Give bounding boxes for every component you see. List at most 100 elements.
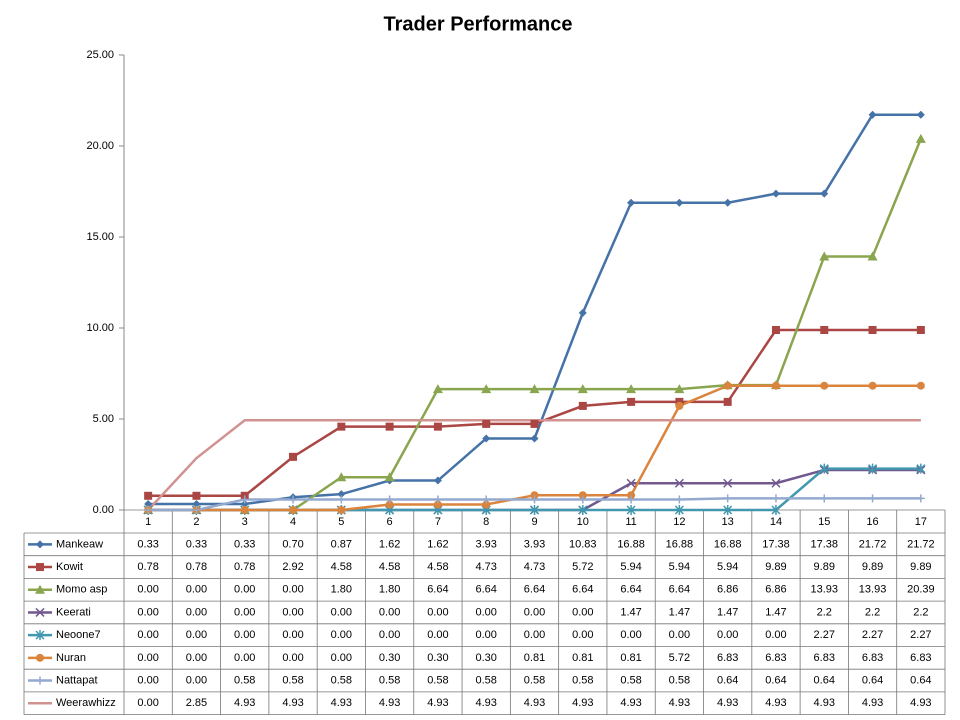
- marker: [771, 478, 781, 488]
- marker: [674, 384, 685, 394]
- marker: [915, 133, 926, 143]
- table-cell: 1.62: [427, 538, 448, 550]
- marker: [626, 478, 636, 488]
- table-cell: 0.70: [282, 538, 303, 550]
- table-cell: 0.58: [524, 674, 545, 686]
- marker: [337, 495, 346, 504]
- table-cell: 6.83: [717, 652, 738, 664]
- marker: [578, 505, 588, 515]
- table-cell: 0.00: [137, 584, 158, 596]
- marker: [771, 381, 780, 390]
- marker: [289, 506, 298, 514]
- table-cell: 0.00: [282, 629, 303, 641]
- table-cell: 0.64: [765, 674, 786, 686]
- table-cell: 0.58: [331, 674, 352, 686]
- table-cell: 0.30: [427, 652, 448, 664]
- legend-marker: [36, 540, 44, 549]
- legend-label: Keerati: [56, 606, 91, 618]
- table-cell: 17.38: [810, 538, 838, 550]
- marker: [674, 478, 684, 488]
- marker: [530, 495, 539, 504]
- table-cell: 0.00: [475, 606, 496, 618]
- table-cell: 6.64: [620, 584, 641, 596]
- legend-marker: [36, 653, 44, 662]
- table-cell: 0.87: [331, 538, 352, 550]
- marker: [723, 198, 732, 207]
- marker: [868, 463, 878, 474]
- series-line: [148, 328, 921, 498]
- table-cell: 0.58: [234, 674, 255, 686]
- marker: [577, 384, 588, 394]
- marker: [916, 463, 926, 474]
- marker: [723, 505, 733, 515]
- table-cell: 10.83: [569, 538, 597, 550]
- marker: [240, 495, 249, 504]
- table-cell: 4.93: [331, 697, 352, 709]
- marker: [819, 463, 829, 474]
- table-cell: 0.00: [524, 606, 545, 618]
- table-cell: 6.64: [475, 584, 496, 596]
- table-cell: 0.58: [282, 674, 303, 686]
- table-cell: 0.00: [282, 584, 303, 596]
- table-cell: 0.64: [814, 674, 835, 686]
- marker: [820, 494, 829, 503]
- table-cell: 2.92: [282, 561, 303, 573]
- table-cell: 6.64: [669, 584, 690, 596]
- table-cell: 0.00: [137, 652, 158, 664]
- table-cell: 4.93: [572, 697, 593, 709]
- table-cell: 1.47: [765, 606, 786, 618]
- table-cell: 0.58: [475, 674, 496, 686]
- table-cell: 21.72: [907, 538, 935, 550]
- marker: [144, 506, 153, 514]
- series-line: [148, 468, 921, 512]
- marker: [820, 381, 829, 390]
- table-cell: 0.00: [137, 674, 158, 686]
- marker: [627, 491, 636, 500]
- marker: [771, 189, 780, 198]
- table-cell: 0.00: [331, 606, 352, 618]
- marker: [868, 381, 877, 390]
- table-cell: 1.47: [717, 606, 738, 618]
- table-cell: 0.00: [186, 606, 207, 618]
- table-cell: 6.64: [427, 584, 448, 596]
- table-cell: 0.81: [620, 652, 641, 664]
- marker: [482, 434, 491, 443]
- table-cell: 0.00: [572, 606, 593, 618]
- table-cell: 4.58: [379, 561, 400, 573]
- table-cell: 4.58: [331, 561, 352, 573]
- table-cell: 0.33: [137, 538, 158, 550]
- table-cell: 16.88: [617, 538, 645, 550]
- table-cell: 5.72: [669, 652, 690, 664]
- table-cell: 1.80: [331, 584, 352, 596]
- x-tick-label: 4: [290, 516, 296, 528]
- marker: [627, 397, 636, 406]
- marker: [432, 384, 443, 394]
- marker: [482, 419, 491, 428]
- table-cell: 0.00: [620, 629, 641, 641]
- marker: [916, 110, 925, 119]
- marker: [289, 452, 298, 461]
- marker: [578, 491, 587, 500]
- table-cell: 0.00: [234, 629, 255, 641]
- marker: [240, 499, 249, 508]
- table-cell: 4.93: [765, 697, 786, 709]
- table-cell: 20.39: [907, 584, 935, 596]
- table-cell: 5.72: [572, 561, 593, 573]
- marker: [144, 491, 153, 500]
- table-cell: 5.94: [717, 561, 738, 573]
- legend-marker: [35, 607, 45, 617]
- table-cell: 0.64: [717, 674, 738, 686]
- x-tick-label: 14: [770, 516, 782, 528]
- table-cell: 4.93: [862, 697, 883, 709]
- legend-label: Nattapat: [56, 674, 98, 686]
- x-tick-label: 6: [387, 516, 393, 528]
- table-cell: 0.58: [427, 674, 448, 686]
- x-tick-label: 10: [577, 516, 589, 528]
- table-cell: 6.83: [814, 652, 835, 664]
- marker: [433, 500, 442, 509]
- table-cell: 0.00: [137, 697, 158, 709]
- table-cell: 0.58: [669, 674, 690, 686]
- table-cell: 16.88: [714, 538, 742, 550]
- marker: [675, 495, 684, 504]
- table-cell: 0.00: [186, 652, 207, 664]
